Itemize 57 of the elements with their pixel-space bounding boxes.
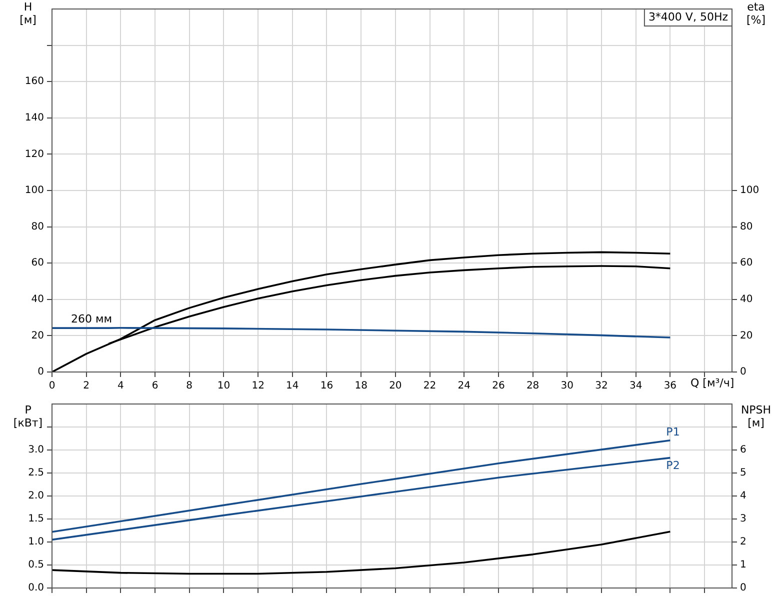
y2-tick-label: 3 <box>740 514 746 525</box>
x-tick-label: 16 <box>320 380 334 392</box>
y-tick-label: 160 <box>24 76 44 88</box>
y2-tick-label: 60 <box>740 258 753 269</box>
x-tick-label: 34 <box>629 380 642 392</box>
y-tick-label: 60 <box>31 258 44 269</box>
y-tick-label: 1.5 <box>28 514 44 525</box>
series-label: P1 <box>666 426 680 439</box>
y2-tick-label: 6 <box>740 444 746 456</box>
y2-tick-label: 0 <box>740 582 746 594</box>
x-tick-label: 6 <box>152 380 158 392</box>
x-tick-label: 4 <box>118 380 124 392</box>
x-tick-label: 0 <box>48 380 56 392</box>
y-tick-label: 0 <box>38 366 44 378</box>
y2-axis-title: eta [%] <box>746 0 766 26</box>
y2-tick-label: 20 <box>740 330 753 342</box>
y2-tick-label: 100 <box>740 185 760 196</box>
y-tick-label: 120 <box>24 148 44 160</box>
y-tick-label: 1.0 <box>28 536 44 548</box>
y2-tick-label: 4 <box>740 490 746 502</box>
x-tick-label: 30 <box>560 380 574 392</box>
y2-tick-label: 40 <box>740 294 753 305</box>
x-tick-label: 8 <box>186 380 193 392</box>
y-tick-label: 40 <box>31 294 44 305</box>
y-tick-label: 100 <box>24 185 44 196</box>
y2-tick-label: 80 <box>740 221 753 232</box>
annotation: 260 мм <box>71 312 112 326</box>
y2-tick-label: 1 <box>740 560 746 571</box>
y-tick-label: 140 <box>24 112 44 124</box>
x-axis-title: Q [м³/ч] <box>690 376 734 390</box>
y-tick-label: 2.0 <box>28 490 44 502</box>
x-tick-label: 22 <box>423 380 436 392</box>
y2-tick-label: 5 <box>740 468 746 479</box>
x-tick-label: 2 <box>83 380 90 392</box>
y-tick-label: 20 <box>31 330 44 342</box>
y-tick-label: 0.0 <box>28 582 44 594</box>
x-tick-label: 18 <box>354 380 368 392</box>
x-tick-label: 26 <box>492 380 505 392</box>
y2-axis-title: NPSH [м] <box>740 403 772 430</box>
x-tick-label: 36 <box>664 380 677 392</box>
x-tick-label: 10 <box>217 380 230 392</box>
x-tick-label: 14 <box>286 380 299 392</box>
y-tick-label: 3.0 <box>28 444 44 456</box>
y-tick-label: 0.5 <box>28 560 44 571</box>
x-tick-label: 20 <box>389 380 402 392</box>
y-axis-title: H [м] <box>20 0 36 26</box>
y-axis-title: P [кВт] <box>13 403 43 430</box>
x-tick-label: 28 <box>526 380 540 392</box>
y-tick-label: 2.5 <box>28 468 44 479</box>
x-tick-label: 32 <box>595 380 608 392</box>
series-label: P2 <box>666 459 680 472</box>
chart-title: 3*400 V, 50Hz <box>648 10 728 24</box>
y2-tick-label: 2 <box>740 536 746 548</box>
x-tick-label: 24 <box>458 380 470 392</box>
x-tick-label: 12 <box>252 380 264 392</box>
y-tick-label: 80 <box>31 221 44 232</box>
y2-tick-label: 0 <box>740 366 746 378</box>
